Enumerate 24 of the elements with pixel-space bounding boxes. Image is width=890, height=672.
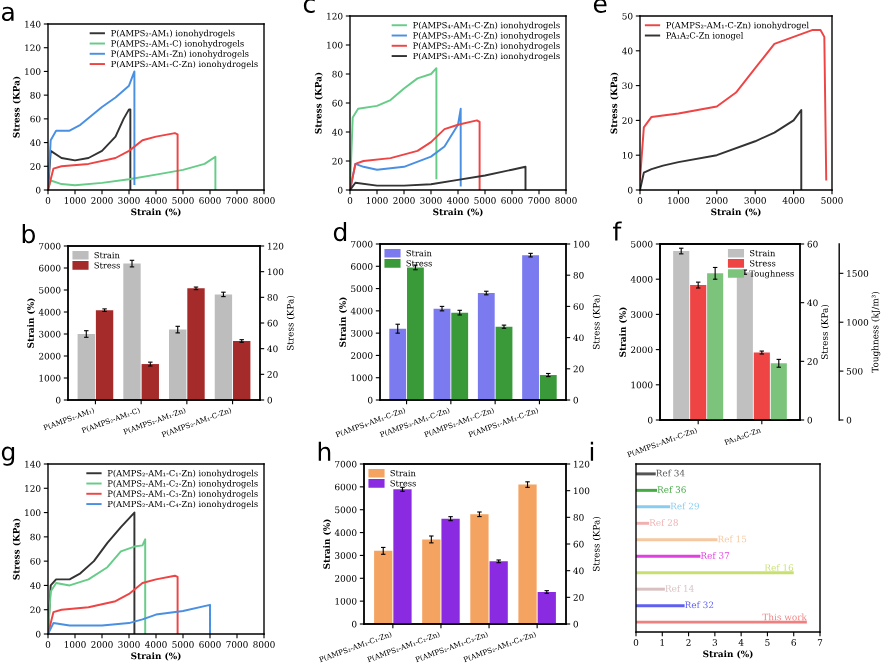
chart-title: g (1, 446, 15, 466)
chart-title: f (613, 221, 622, 241)
line-series (48, 70, 136, 190)
line-series (640, 28, 828, 181)
line-series (48, 108, 132, 190)
chart-title: a (1, 6, 14, 22)
bar (522, 255, 539, 400)
bar (537, 592, 556, 624)
line-series (48, 538, 147, 634)
bar (518, 484, 537, 624)
bar (141, 364, 159, 400)
line-series (640, 108, 803, 190)
chart-title: h (318, 441, 331, 461)
bar (123, 263, 141, 400)
line-series (48, 603, 211, 634)
bar (539, 375, 557, 400)
line-series (350, 165, 527, 190)
chart-title: d (333, 221, 347, 242)
chart-title: i (590, 441, 594, 461)
line-series (48, 155, 217, 190)
line-series (48, 574, 179, 634)
line-series (48, 132, 179, 190)
line-series (350, 119, 481, 190)
chart-title: b (22, 223, 35, 244)
